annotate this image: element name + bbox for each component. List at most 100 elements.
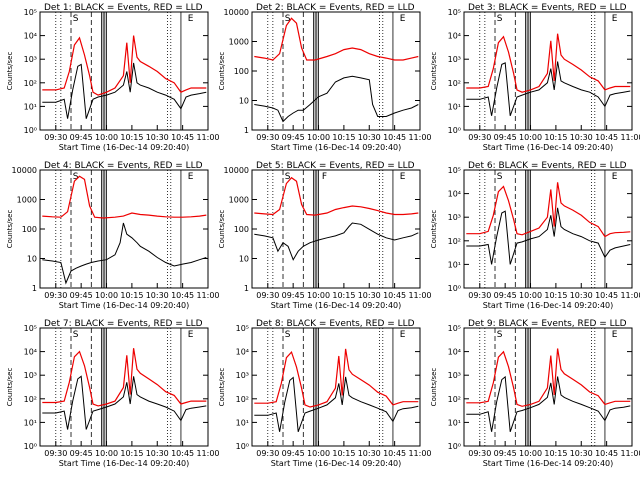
series-events-line [254,222,419,261]
y-tick-label: 100 [234,67,249,76]
series-lld-line [254,17,419,61]
plot-frame [39,327,209,447]
y-tick-label: 10⁴ [448,348,461,357]
marker-s: S [73,330,79,340]
panel-title: Det 6: BLACK = Events, RED = LLD [468,161,627,171]
x-tick-label: 10:00 [519,291,542,300]
y-tick-label: 10¹ [448,418,461,427]
series-events-line [466,375,631,432]
x-tick-label: 10:30 [358,291,381,300]
x-tick-label: 09:30 [44,449,67,458]
x-tick-label: 11:00 [408,291,431,300]
x-tick-label: 09:30 [468,291,491,300]
x-tick-label: 09:30 [256,133,279,142]
plot-frame [251,169,421,289]
x-tick-label: 10:45 [171,449,194,458]
y-tick-label: 10¹ [24,418,37,427]
y-tick-label: 1000 [229,196,249,205]
series-lld-line [254,348,419,408]
x-tick-label: 09:30 [468,449,491,458]
y-tick-label: 10⁴ [448,32,461,41]
marker-f: F [322,172,327,182]
y-tick-label: 1000 [17,196,37,205]
y-tick-label: 10³ [448,55,461,64]
x-tick-label: 10:15 [544,449,567,458]
marker-s: S [497,330,503,340]
y-axis-label: Counts/sec [6,52,14,91]
x-tick-label: 10:15 [332,449,355,458]
y-axis-label: Counts/sec [6,210,14,249]
x-tick-label: 10:00 [307,133,330,142]
y-tick-label: 10⁵ [236,324,249,333]
marker-e: E [612,172,618,182]
x-axis-label: Start Time (16-Dec-14 09:20:40) [483,301,614,310]
y-tick-label: 10 [27,255,37,264]
panel-title: Det 9: BLACK = Events, RED = LLD [468,319,627,329]
y-axis-label: Counts/sec [430,368,438,407]
x-tick-label: 11:00 [620,449,640,458]
marker-e: E [400,330,406,340]
y-tick-label: 10 [239,255,249,264]
marker-e: E [188,14,194,24]
x-tick-label: 10:45 [171,133,194,142]
x-tick-label: 09:45 [282,133,305,142]
series-lld-line [466,182,631,238]
marker-s: S [285,330,291,340]
y-axis-label: Counts/sec [430,210,438,249]
marker-e: E [188,172,194,182]
x-tick-label: 10:30 [570,133,593,142]
y-tick-label: 1 [244,126,249,135]
x-tick-label: 10:30 [358,133,381,142]
y-tick-label: 10⁰ [448,126,461,135]
x-tick-label: 10:30 [146,449,169,458]
y-tick-label: 1 [244,284,249,293]
y-tick-label: 10³ [448,213,461,222]
x-axis-label: Start Time (16-Dec-14 09:20:40) [59,459,190,468]
panel-title: Det 3: BLACK = Events, RED = LLD [468,3,627,13]
x-tick-label: 10:15 [544,133,567,142]
x-tick-label: 09:30 [468,133,491,142]
x-axis-label: Start Time (16-Dec-14 09:20:40) [59,143,190,152]
x-tick-label: 09:30 [256,449,279,458]
marker-s: S [73,172,79,182]
x-tick-label: 10:00 [95,291,118,300]
x-tick-label: 10:00 [307,449,330,458]
y-tick-label: 10⁰ [448,284,461,293]
series-events-line [254,376,419,432]
y-tick-label: 10⁵ [448,166,461,175]
x-tick-label: 11:00 [620,133,640,142]
y-tick-label: 10⁴ [24,348,37,357]
x-tick-label: 10:45 [171,291,194,300]
plot-frame [39,11,209,131]
series-events-line [42,62,207,119]
series-lld-line [42,35,207,96]
y-tick-label: 10³ [448,371,461,380]
x-tick-label: 11:00 [196,449,219,458]
y-tick-label: 10¹ [236,418,249,427]
x-tick-label: 09:45 [494,133,517,142]
plot-frame [251,11,421,131]
x-tick-label: 10:00 [307,291,330,300]
x-tick-label: 11:00 [196,133,219,142]
x-axis-label: Start Time (16-Dec-14 09:20:40) [271,301,402,310]
x-tick-label: 10:00 [519,133,542,142]
series-lld-line [42,175,207,219]
x-tick-label: 10:30 [358,449,381,458]
panel-title: Det 2: BLACK = Events, RED = LLD [256,3,415,13]
x-tick-label: 09:45 [282,449,305,458]
series-lld-line [254,176,419,216]
y-tick-label: 1 [32,284,37,293]
x-tick-label: 09:30 [44,291,67,300]
x-tick-label: 11:00 [408,449,431,458]
y-tick-label: 10³ [236,371,249,380]
y-axis-label: Counts/sec [218,368,226,407]
x-tick-label: 10:45 [383,133,406,142]
y-tick-label: 10⁰ [236,442,249,451]
y-tick-label: 10⁵ [24,8,37,17]
